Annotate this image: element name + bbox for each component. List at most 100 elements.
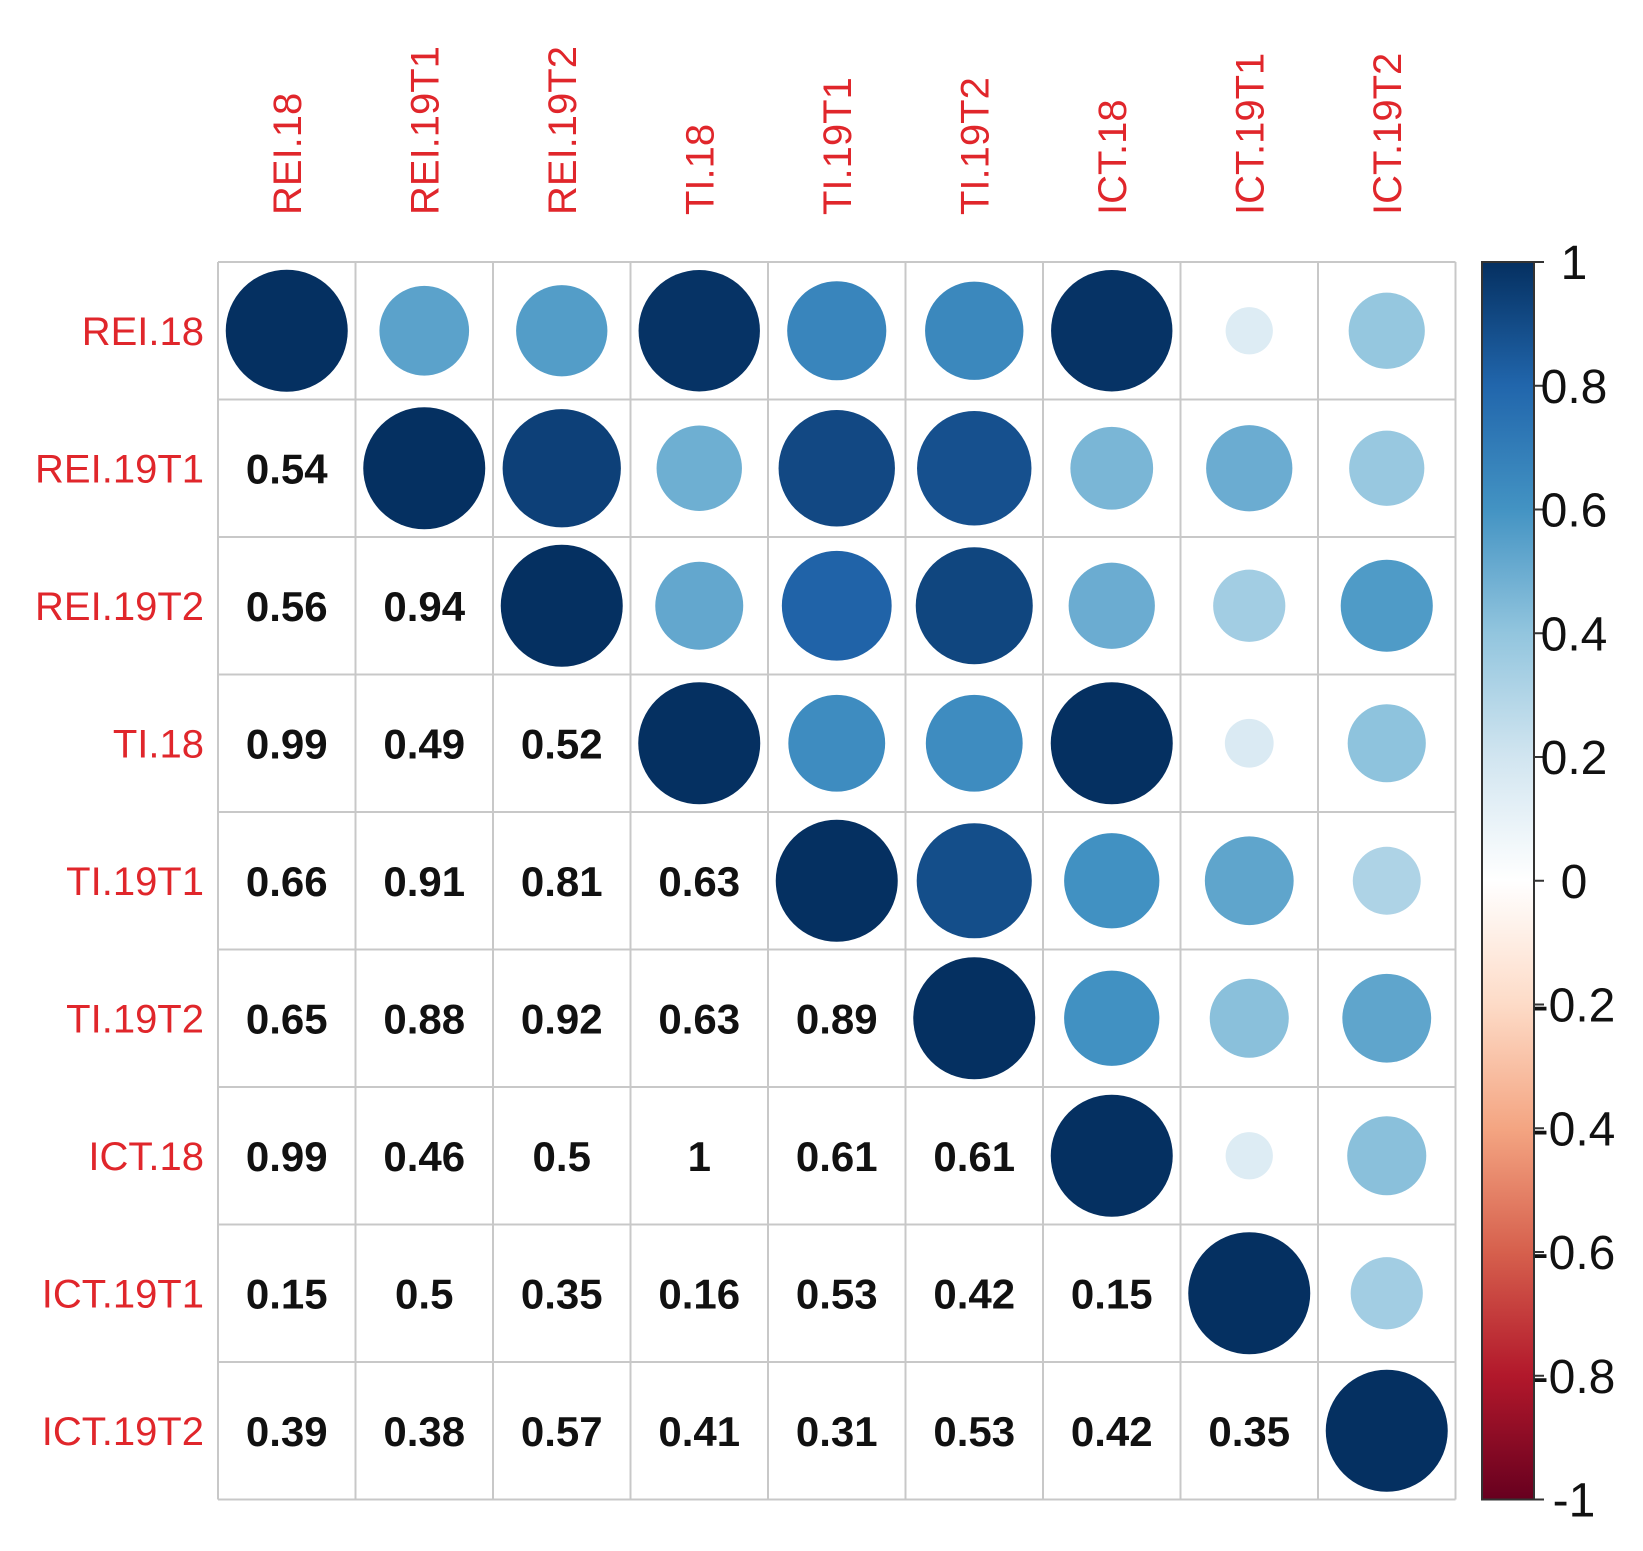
colorbar-tick-label: -0.6 xyxy=(1533,1227,1616,1280)
colorbar-tick-label: 0.8 xyxy=(1541,361,1608,414)
correlation-circle xyxy=(1349,430,1425,506)
colorbar-tick-label: 0.2 xyxy=(1541,732,1608,785)
row-label: TI.19T1 xyxy=(66,860,204,904)
correlation-value: 0.35 xyxy=(1208,1408,1290,1455)
correlation-circle xyxy=(1064,833,1160,929)
correlation-value: 0.66 xyxy=(246,858,328,905)
column-label: REI.18 xyxy=(266,93,310,215)
correlation-circle xyxy=(1051,270,1173,392)
row-label: REI.19T1 xyxy=(35,447,204,491)
correlation-value: 0.99 xyxy=(246,720,328,767)
correlation-circle xyxy=(778,410,895,527)
correlation-circle xyxy=(1070,426,1154,510)
correlation-circle xyxy=(1225,1132,1273,1180)
column-label: REI.19T2 xyxy=(541,46,585,215)
correlation-value: 0.63 xyxy=(658,858,740,905)
correlation-value: 0.42 xyxy=(1071,1408,1153,1455)
colorbar-tick-label: -1 xyxy=(1553,1475,1596,1528)
correlation-circle xyxy=(1352,846,1421,915)
correlation-circle xyxy=(1325,1369,1448,1492)
row-label: REI.19T2 xyxy=(35,585,204,629)
row-labels: REI.18 REI.19T1 REI.19T2 TI.18 TI.19T1 TI.19T… xyxy=(35,310,204,1454)
column-label: TI.19T1 xyxy=(816,77,860,215)
colorbar: 1 0.8 0.6 0.4 0.2 0 -0.2 -0.4 -0.6 -0.8 -1 xyxy=(1481,237,1616,1528)
correlation-value: 0.91 xyxy=(383,858,465,905)
correlation-value: 0.5 xyxy=(533,1133,591,1180)
correlation-value: 0.5 xyxy=(395,1270,453,1317)
correlation-value: 0.15 xyxy=(1071,1270,1153,1317)
correlation-value: 0.99 xyxy=(246,1133,328,1180)
correlation-value: 0.39 xyxy=(246,1408,328,1455)
correlation-value: 0.15 xyxy=(246,1270,328,1317)
correlation-circle xyxy=(225,269,348,392)
correlation-value: 0.54 xyxy=(246,445,328,492)
correlation-value: 0.61 xyxy=(796,1133,878,1180)
row-label: TI.18 xyxy=(113,722,204,766)
correlation-circle xyxy=(502,409,621,528)
correlation-value: 0.61 xyxy=(933,1133,1015,1180)
correlation-circle xyxy=(656,425,742,511)
correlation-value: 0.57 xyxy=(521,1408,603,1455)
correlation-circle xyxy=(1347,1116,1427,1196)
column-label: TI.19T2 xyxy=(953,77,997,215)
correlation-value: 0.49 xyxy=(383,720,465,767)
correlation-circle xyxy=(915,547,1033,665)
correlation-value: 0.42 xyxy=(933,1270,1015,1317)
row-label: TI.19T2 xyxy=(66,997,204,1041)
column-label: ICT.19T2 xyxy=(1366,53,1410,215)
correlation-circle xyxy=(379,285,470,376)
correlation-circle xyxy=(1050,1094,1173,1217)
correlation-value: 0.16 xyxy=(658,1270,740,1317)
correlation-circle xyxy=(655,561,744,650)
correlation-circle xyxy=(925,281,1024,380)
matrix-cells: 0.54 0.56 0.94 0.99 0.49 0.52 0.66 0.91 0.81 0.63… xyxy=(225,269,1448,1492)
correlation-circle xyxy=(1224,718,1274,768)
colorbar-tick-label: -0.4 xyxy=(1533,1103,1616,1156)
correlation-value: 0.31 xyxy=(796,1408,878,1455)
correlation-circle xyxy=(516,285,608,377)
correlation-circle xyxy=(1204,836,1294,926)
matrix-grid xyxy=(217,261,1457,1501)
colorbar-tick-label: -0.8 xyxy=(1533,1351,1616,1404)
correlation-circle xyxy=(1350,1257,1423,1330)
correlation-value: 0.81 xyxy=(521,858,603,905)
row-label: REI.18 xyxy=(82,310,204,354)
correlation-value: 0.65 xyxy=(246,995,328,1042)
correlation-value: 0.41 xyxy=(658,1408,740,1455)
correlation-circle xyxy=(1213,569,1286,642)
correlation-circle xyxy=(917,411,1032,526)
column-label: REI.19T1 xyxy=(403,46,447,215)
correlation-circle xyxy=(363,407,486,530)
colorbar-tick-label: 0.6 xyxy=(1541,485,1608,538)
row-label: ICT.19T2 xyxy=(42,1410,204,1454)
correlation-circle xyxy=(1209,978,1289,1058)
correlation-circle xyxy=(916,823,1032,939)
correlation-circle xyxy=(781,550,892,661)
correlation-value: 0.53 xyxy=(933,1408,1015,1455)
correlation-value: 0.94 xyxy=(383,583,465,630)
correlation-circle xyxy=(638,270,760,392)
colorbar-tick-label: 1 xyxy=(1561,237,1588,290)
correlation-value: 0.35 xyxy=(521,1270,603,1317)
colorbar-gradient xyxy=(1481,261,1535,1501)
row-label: ICT.19T1 xyxy=(42,1272,204,1316)
column-label: ICT.18 xyxy=(1091,99,1135,215)
correlation-circle xyxy=(775,819,898,942)
row-label: ICT.18 xyxy=(88,1135,204,1179)
correlation-circle xyxy=(1340,559,1433,652)
correlation-value: 0.52 xyxy=(521,720,603,767)
correlation-circle xyxy=(925,694,1023,792)
column-label: TI.18 xyxy=(678,124,722,215)
correlation-value: 0.92 xyxy=(521,995,603,1042)
correlation-circle xyxy=(787,281,887,381)
correlation-circle xyxy=(1348,292,1425,369)
correlation-value: 0.53 xyxy=(796,1270,878,1317)
correlation-circle xyxy=(1050,682,1173,805)
correlation-circle xyxy=(1206,425,1293,512)
correlation-value: 0.56 xyxy=(246,583,328,630)
colorbar-tick-label: -0.2 xyxy=(1533,980,1616,1033)
correlation-value: 1 xyxy=(688,1133,711,1180)
correlation-circle xyxy=(638,682,761,805)
colorbar-tick-label: 0 xyxy=(1561,856,1588,909)
